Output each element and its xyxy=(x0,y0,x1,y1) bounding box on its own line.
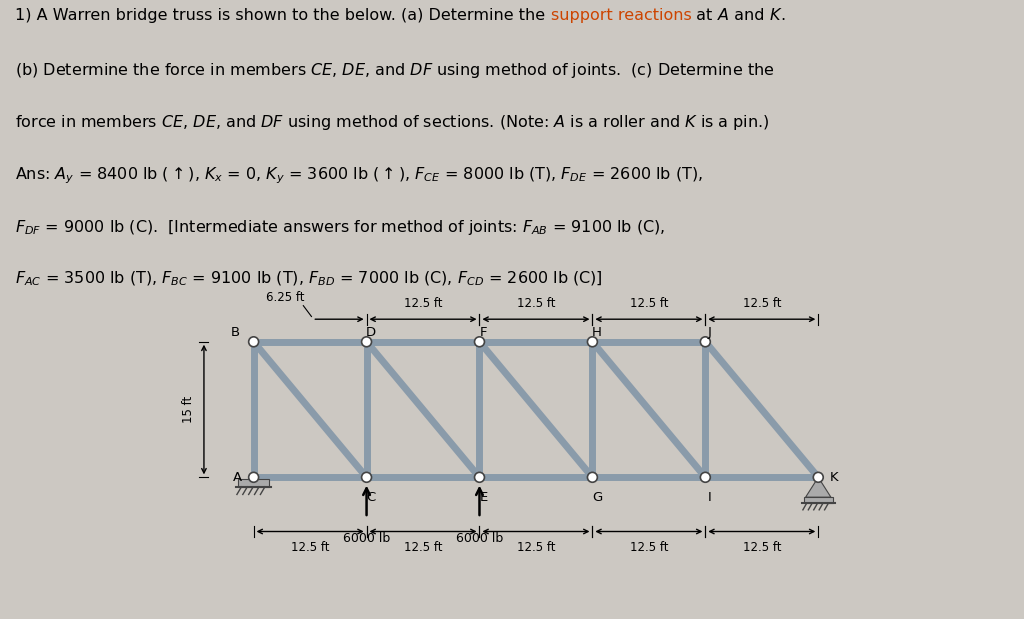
Text: G: G xyxy=(592,491,602,504)
Text: 1) A Warren bridge truss is shown to the below. (a) Determine the: 1) A Warren bridge truss is shown to the… xyxy=(15,8,551,24)
Circle shape xyxy=(700,472,711,482)
Text: 12.5 ft: 12.5 ft xyxy=(291,540,330,553)
Text: $F_{AC}$ = 3500 lb (T), $F_{BC}$ = 9100 lb (T), $F_{BD}$ = 7000 lb (C), $F_{CD}$: $F_{AC}$ = 3500 lb (T), $F_{BC}$ = 9100 … xyxy=(15,270,603,288)
Text: H: H xyxy=(592,326,602,339)
Text: 12.5 ft: 12.5 ft xyxy=(742,540,781,553)
Text: F: F xyxy=(480,326,487,339)
Text: 15 ft: 15 ft xyxy=(182,396,195,423)
Text: support reactions: support reactions xyxy=(551,8,691,24)
Text: 12.5 ft: 12.5 ft xyxy=(630,540,668,553)
Text: K: K xyxy=(830,471,839,484)
Circle shape xyxy=(361,472,372,482)
Text: force in members $\it{CE}$, $\it{DE}$, and $\it{DF}$ using method of sections. (: force in members $\it{CE}$, $\it{DE}$, a… xyxy=(15,113,770,132)
Polygon shape xyxy=(806,477,830,497)
Text: 12.5 ft: 12.5 ft xyxy=(630,297,668,310)
Text: I: I xyxy=(708,491,712,504)
Circle shape xyxy=(700,337,711,347)
Circle shape xyxy=(588,472,597,482)
Text: 6000 lb: 6000 lb xyxy=(456,532,503,545)
Text: and: and xyxy=(729,8,769,24)
Text: D: D xyxy=(366,326,376,339)
Text: A: A xyxy=(232,471,242,484)
Text: 12.5 ft: 12.5 ft xyxy=(403,540,442,553)
Text: Ans: $A_y$ = 8400 lb ($\uparrow$), $K_x$ = 0, $K_y$ = 3600 lb ($\uparrow$), $F_{: Ans: $A_y$ = 8400 lb ($\uparrow$), $K_x$… xyxy=(15,165,703,186)
Text: at: at xyxy=(691,8,718,24)
Text: 12.5 ft: 12.5 ft xyxy=(403,297,442,310)
Circle shape xyxy=(474,337,484,347)
Text: (b) Determine the force in members $\it{CE}$, $\it{DE}$, and $\it{DF}$ using met: (b) Determine the force in members $\it{… xyxy=(15,61,775,80)
Text: 6000 lb: 6000 lb xyxy=(343,532,390,545)
Text: $F_{DF}$ = 9000 lb (C).  [Intermediate answers for method of joints: $F_{AB}$ = : $F_{DF}$ = 9000 lb (C). [Intermediate an… xyxy=(15,218,666,236)
Circle shape xyxy=(588,337,597,347)
FancyBboxPatch shape xyxy=(238,478,269,487)
Text: 12.5 ft: 12.5 ft xyxy=(517,297,555,310)
Text: E: E xyxy=(480,491,488,504)
Text: 6.25 ft: 6.25 ft xyxy=(266,291,304,304)
Circle shape xyxy=(361,337,372,347)
Text: .: . xyxy=(780,8,785,24)
Circle shape xyxy=(813,472,823,482)
Text: 12.5 ft: 12.5 ft xyxy=(517,540,555,553)
Text: C: C xyxy=(367,491,376,504)
FancyBboxPatch shape xyxy=(804,497,833,503)
Circle shape xyxy=(474,472,484,482)
Text: K: K xyxy=(769,8,780,24)
Text: J: J xyxy=(708,326,712,339)
Circle shape xyxy=(249,472,259,482)
Circle shape xyxy=(249,337,259,347)
Text: A: A xyxy=(718,8,729,24)
Text: 12.5 ft: 12.5 ft xyxy=(742,297,781,310)
Text: B: B xyxy=(231,326,240,339)
